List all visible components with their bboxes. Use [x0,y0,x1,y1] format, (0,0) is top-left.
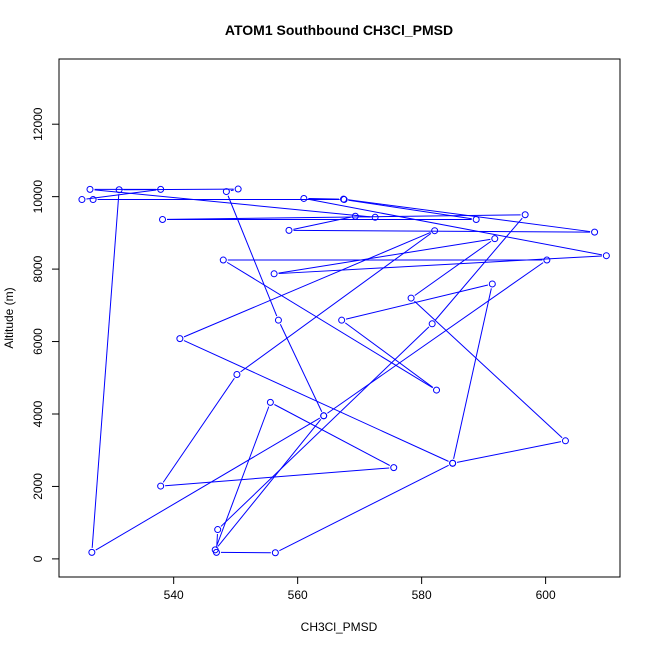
x-tick-label: 600 [536,588,556,602]
series-segment [220,326,430,527]
series-segment [414,240,492,296]
data-point [488,280,496,288]
series-segment [434,217,523,321]
series-segment [347,199,591,233]
series-segment [274,404,390,466]
y-tick-label: 0 [31,555,45,562]
data-point [285,226,293,234]
x-tick-label: 580 [412,588,432,602]
data-point [159,215,167,223]
data-point [176,335,184,343]
series-segment [308,198,603,256]
series-segment [162,377,235,483]
series-segment [456,441,562,463]
data-point [543,256,551,264]
data-point [115,186,123,194]
y-tick-label: 4000 [31,400,45,427]
data-point [371,213,379,221]
series-segment [293,229,591,233]
chart-title: ATOM1 Southbound CH3Cl_PMSD [225,22,453,38]
series-layer [78,185,610,557]
series-segment [345,284,489,320]
data-point [431,227,439,235]
y-tick-label: 2000 [31,473,45,500]
series-segment [279,324,323,412]
series-segment [278,255,602,275]
y-tick-label: 8000 [31,255,45,282]
data-point [351,212,359,220]
series-segment [95,417,321,551]
data-point [219,256,227,264]
series-segment [308,198,340,200]
x-tick-label: 560 [288,588,308,602]
data-point [602,252,610,260]
y-tick-label: 10000 [31,180,45,214]
data-point [222,188,230,196]
x-axis: 540 560 580 600 [164,577,556,602]
data-point [274,316,282,324]
series-segment [165,467,390,487]
series-segment [293,216,352,230]
data-point [89,196,97,204]
data-point [390,464,398,472]
data-point [157,185,165,193]
y-axis: 0 2000 4000 6000 8000 10000 12000 [31,107,59,562]
data-point [428,320,436,328]
series-segment [453,288,492,459]
series-segment [94,189,371,218]
series-segment [240,232,432,373]
data-point [340,195,348,203]
data-point [270,270,278,278]
series-segment [91,194,120,548]
series-segment [278,238,491,274]
data-point [157,482,165,490]
data-point [211,546,219,554]
y-tick-label: 6000 [31,328,45,355]
series-segment [227,195,278,317]
data-point [233,371,241,379]
data-point [591,228,599,236]
series-segment [183,231,431,338]
data-point [561,437,569,445]
data-point [472,215,480,223]
data-point [338,316,346,324]
data-point [271,549,279,557]
data-point [320,412,328,420]
data-point [266,398,274,406]
data-point [521,211,529,219]
data-point [300,194,308,202]
data-point [86,185,94,193]
series-segment [344,322,434,388]
series-segment [216,406,270,546]
series-segment [86,189,157,200]
series-segment [216,534,218,548]
y-axis-label: Altitude (m) [2,287,16,348]
data-point [407,294,415,302]
x-tick-label: 540 [164,588,184,602]
data-point [78,196,86,204]
series-segment [414,300,563,439]
data-point [449,459,457,467]
series-segment [167,214,521,220]
data-point [491,235,499,243]
data-point [433,386,441,394]
data-point [88,548,96,556]
x-axis-label: CH3Cl_PMSD [301,620,378,634]
y-tick-label: 12000 [31,107,45,141]
series-segment [327,262,544,414]
data-point [214,526,222,534]
series-segment [279,464,449,552]
series-segment [230,189,234,192]
series-segment [226,261,433,389]
series-segment [217,418,322,547]
data-point [234,185,242,193]
plot-frame [58,58,621,578]
